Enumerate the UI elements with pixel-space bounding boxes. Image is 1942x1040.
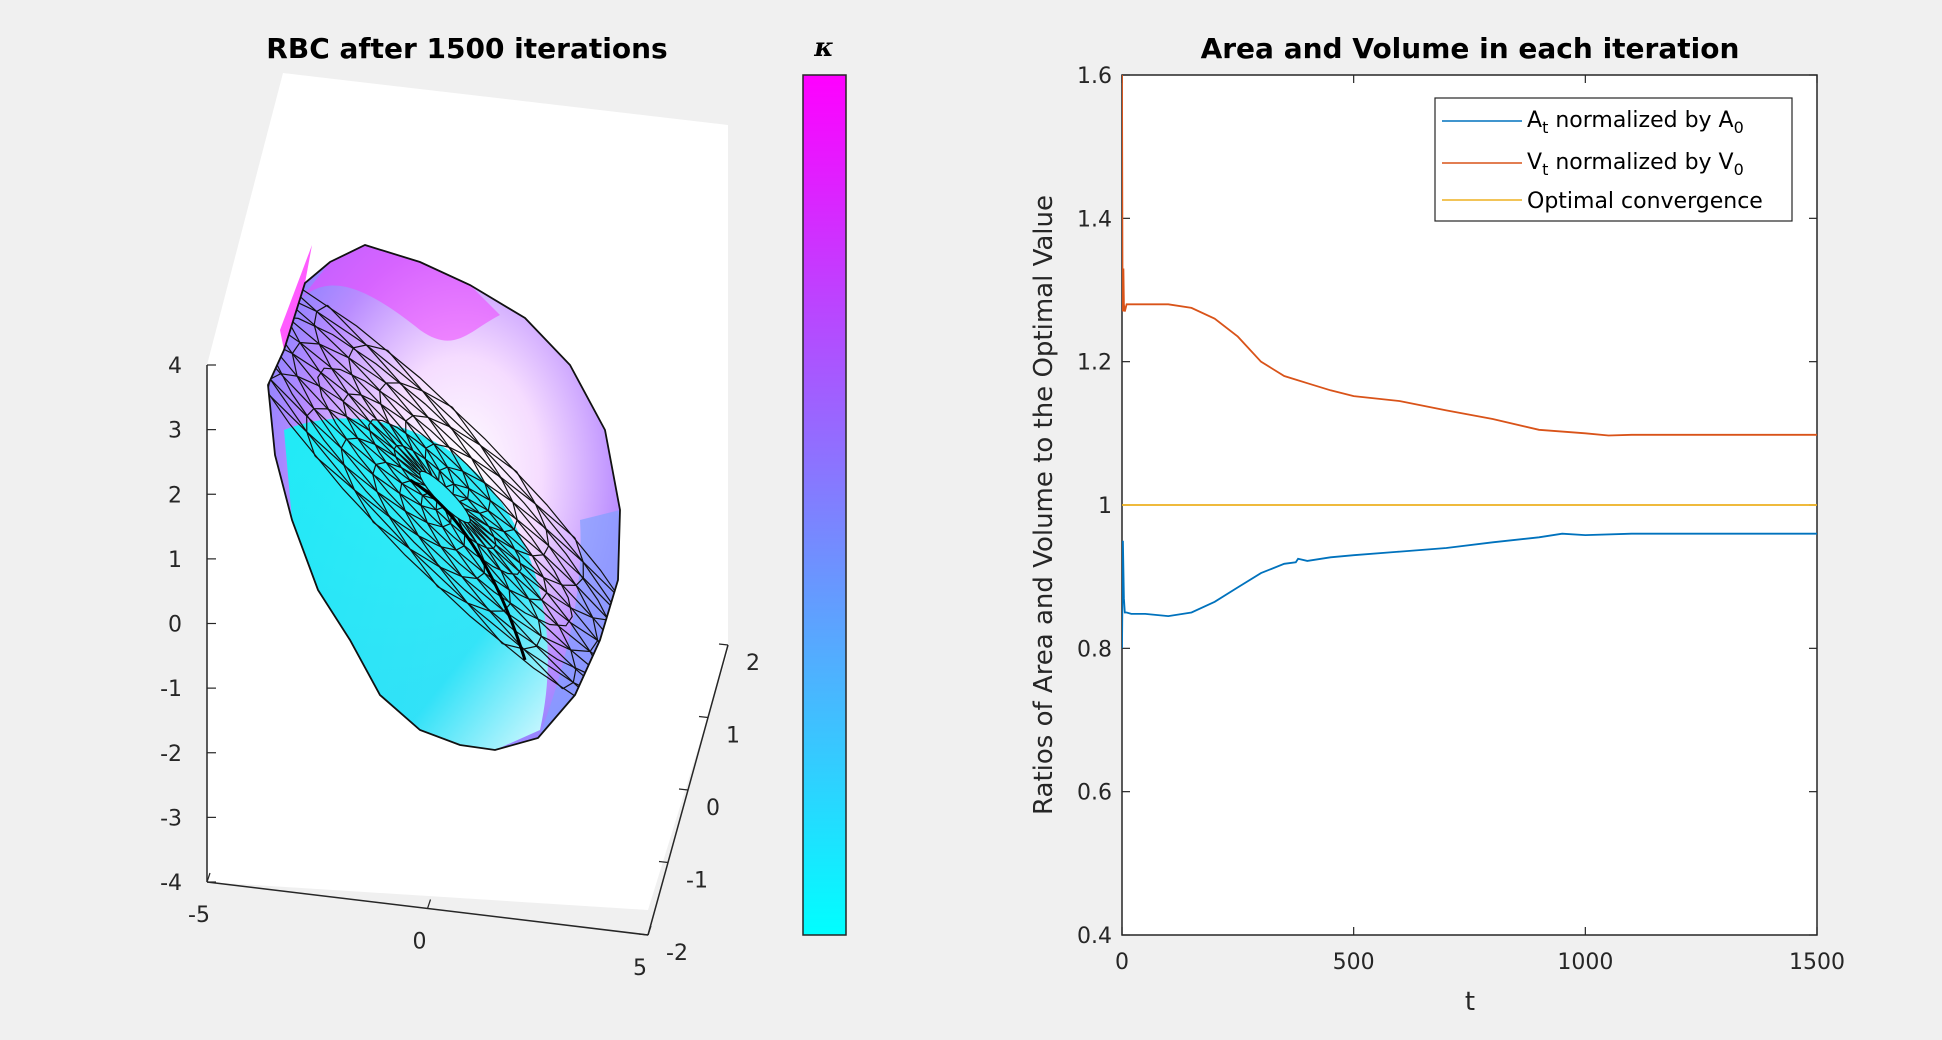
x-tick-label-3d: 0 <box>413 930 427 955</box>
series-lines <box>1122 75 1817 649</box>
z-tick-label: 3 <box>168 419 182 444</box>
y-tick-label-3d: -1 <box>686 869 708 894</box>
x-tick-3d <box>426 899 432 909</box>
z-tick-label: -2 <box>160 742 182 767</box>
area-series-line <box>1122 532 1817 649</box>
z-tick-label: -4 <box>160 871 182 896</box>
y-tick-label: 0.6 <box>1077 781 1112 806</box>
axis-ticks: 0 500 1000 1500 0.4 0.6 0.8 1 1.2 1.4 1.6 <box>1077 64 1845 975</box>
colorbar-label: κ <box>813 33 834 63</box>
z-tick-label: 2 <box>168 483 182 508</box>
y-tick-label: 1 <box>1098 494 1112 519</box>
x-tick-label: 0 <box>1115 950 1129 975</box>
y-tick-3d <box>638 933 649 936</box>
y-tick-label-3d: -2 <box>666 941 688 966</box>
y-tick-3d <box>678 788 689 791</box>
axis-ticks-3d: -4 -3 -2 -1 0 1 2 3 4 -5 0 5 -2 -1 0 1 2 <box>160 354 760 981</box>
volume-series-line <box>1122 75 1817 437</box>
x-tick-label: 1500 <box>1789 950 1845 975</box>
z-tick-label: 4 <box>168 354 182 379</box>
y-tick-label-3d: 2 <box>746 651 760 676</box>
x-tick-label-3d: -5 <box>188 903 210 928</box>
x-tick-label-3d: 5 <box>633 956 647 981</box>
surface-plot-title: RBC after 1500 iterations <box>266 32 667 65</box>
y-tick-label: 1.6 <box>1077 64 1112 89</box>
y-tick-label: 0.4 <box>1077 924 1112 949</box>
z-tick-label: -3 <box>160 806 182 831</box>
line-chart-title: Area and Volume in each iteration <box>1201 32 1740 65</box>
legend: At normalized by A0 Vt normalized by V0 … <box>1434 97 1793 222</box>
y-tick-label: 0.8 <box>1077 637 1112 662</box>
y-tick-label-3d: 0 <box>706 796 720 821</box>
z-tick-label: 1 <box>168 548 182 573</box>
x-tick-label: 500 <box>1333 950 1375 975</box>
surface-plot: RBC after 1500 iterations -4-3-2-101234-… <box>160 32 847 981</box>
x-tick-label: 1000 <box>1557 950 1613 975</box>
y-tick-label: 1.2 <box>1077 351 1112 376</box>
z-tick-label: -1 <box>160 677 182 702</box>
y-tick-label-3d: 1 <box>726 724 740 749</box>
x-tick-3d <box>647 925 652 936</box>
x-tick-3d <box>206 872 211 883</box>
x-axis-label: t <box>1465 987 1475 1017</box>
y-tick-3d <box>698 715 709 719</box>
y-axis-label: Ratios of Area and Volume to the Optimal… <box>1029 195 1059 815</box>
legend-entry-optimal: Optimal convergence <box>1527 189 1763 214</box>
line-chart: Area and Volume in each iteration t Rati… <box>1029 32 1845 1017</box>
legend-entry-volume: Vt normalized by V0 <box>1527 150 1744 179</box>
colorbar <box>802 74 847 936</box>
rbc-surface <box>267 244 621 751</box>
y-tick-label: 1.4 <box>1077 207 1112 232</box>
y-tick-3d <box>658 860 669 864</box>
y-tick-3d <box>718 643 729 646</box>
legend-entry-area: At normalized by A0 <box>1527 108 1744 137</box>
z-tick-label: 0 <box>168 613 182 638</box>
